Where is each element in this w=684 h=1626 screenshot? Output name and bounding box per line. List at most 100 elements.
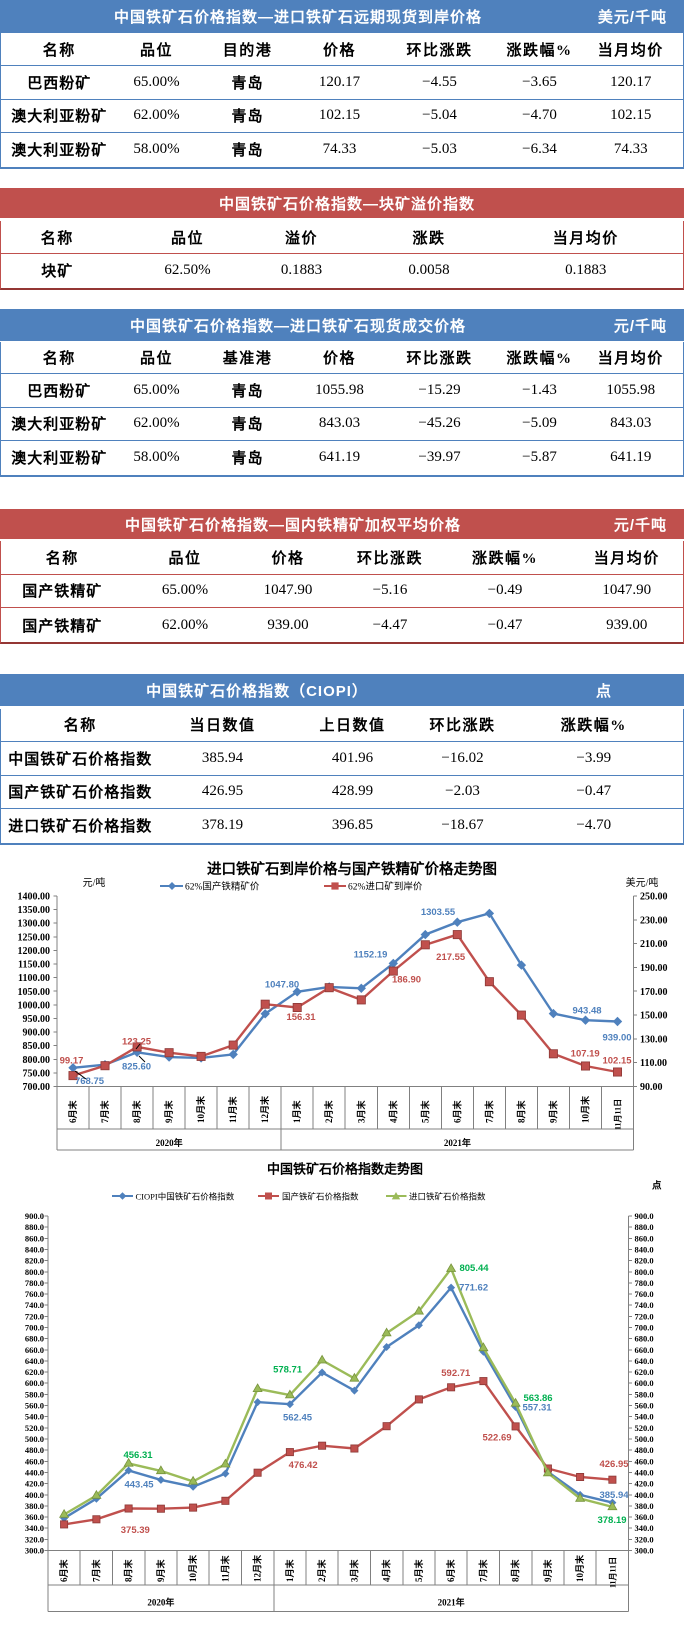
svg-text:700.0: 700.0 (635, 1323, 654, 1333)
svg-text:680.0: 680.0 (25, 1334, 44, 1344)
svg-text:1150.00: 1150.00 (18, 960, 50, 971)
svg-text:385.94: 385.94 (599, 1490, 629, 1501)
svg-text:320.0: 320.0 (25, 1534, 44, 1544)
svg-text:156.31: 156.31 (286, 1012, 316, 1023)
svg-text:9月末: 9月末 (155, 1559, 166, 1583)
svg-text:1050.00: 1050.00 (18, 987, 51, 998)
svg-text:360.0: 360.0 (25, 1512, 44, 1522)
svg-text:800.0: 800.0 (25, 1267, 44, 1277)
svg-text:500.0: 500.0 (25, 1434, 44, 1444)
svg-text:190.00: 190.00 (640, 963, 668, 974)
svg-text:820.0: 820.0 (25, 1256, 44, 1266)
svg-text:2021年: 2021年 (438, 1597, 465, 1608)
svg-text:620.0: 620.0 (635, 1367, 654, 1377)
svg-text:443.45: 443.45 (124, 1480, 154, 1491)
svg-text:800.00: 800.00 (23, 1055, 51, 1066)
svg-text:400.0: 400.0 (635, 1490, 654, 1500)
svg-text:580.0: 580.0 (635, 1389, 654, 1399)
svg-text:3月末: 3月末 (355, 1100, 366, 1124)
svg-text:640.0: 640.0 (635, 1356, 654, 1366)
svg-text:460.0: 460.0 (635, 1456, 654, 1466)
svg-text:123.25: 123.25 (122, 1036, 152, 1047)
svg-text:2月末: 2月末 (323, 1100, 334, 1124)
svg-text:640.0: 640.0 (25, 1356, 44, 1366)
svg-text:500.0: 500.0 (635, 1434, 654, 1444)
svg-text:460.0: 460.0 (25, 1456, 44, 1466)
svg-text:217.55: 217.55 (436, 952, 466, 963)
svg-text:378.19: 378.19 (597, 1515, 626, 1526)
svg-text:880.0: 880.0 (635, 1222, 654, 1232)
svg-text:10月末: 10月末 (187, 1554, 198, 1582)
svg-text:12月末: 12月末 (259, 1095, 270, 1123)
svg-text:760.0: 760.0 (635, 1289, 654, 1299)
svg-text:476.42: 476.42 (289, 1460, 318, 1471)
svg-text:620.0: 620.0 (25, 1367, 44, 1377)
svg-text:10月末: 10月末 (580, 1095, 591, 1123)
svg-text:900.0: 900.0 (635, 1211, 654, 1221)
svg-text:340.0: 340.0 (635, 1523, 654, 1533)
svg-text:300.0: 300.0 (635, 1546, 654, 1556)
svg-text:560.0: 560.0 (25, 1401, 44, 1411)
svg-text:2月末: 2月末 (316, 1559, 327, 1583)
svg-text:1152.19: 1152.19 (354, 950, 388, 961)
svg-text:1月末: 1月末 (284, 1559, 295, 1583)
svg-text:99.17: 99.17 (60, 1056, 84, 1067)
svg-text:520.0: 520.0 (635, 1423, 654, 1433)
svg-text:110.00: 110.00 (640, 1058, 667, 1069)
svg-text:8月末: 8月末 (131, 1100, 142, 1124)
svg-text:8月末: 8月末 (515, 1100, 526, 1124)
svg-text:CIOPI中国铁矿石价格指数: CIOPI中国铁矿石价格指数 (136, 1192, 235, 1202)
svg-text:375.39: 375.39 (121, 1525, 150, 1536)
svg-text:186.90: 186.90 (392, 975, 421, 986)
svg-text:557.31: 557.31 (522, 1403, 552, 1414)
svg-text:480.0: 480.0 (635, 1445, 654, 1455)
svg-text:5月末: 5月末 (413, 1559, 424, 1583)
svg-text:840.0: 840.0 (25, 1245, 44, 1255)
svg-text:520.0: 520.0 (25, 1423, 44, 1433)
svg-text:440.0: 440.0 (635, 1468, 654, 1478)
svg-text:380.0: 380.0 (635, 1501, 654, 1511)
svg-text:540.0: 540.0 (25, 1412, 44, 1422)
svg-text:250.00: 250.00 (640, 892, 668, 903)
svg-text:440.0: 440.0 (25, 1468, 44, 1478)
svg-text:720.0: 720.0 (25, 1311, 44, 1321)
svg-text:62%国产铁精矿价: 62%国产铁精矿价 (185, 881, 260, 893)
svg-text:1350.00: 1350.00 (18, 905, 51, 916)
svg-text:8月末: 8月末 (123, 1559, 134, 1583)
svg-text:元/吨: 元/吨 (83, 876, 106, 889)
svg-text:660.0: 660.0 (25, 1345, 44, 1355)
svg-text:562.45: 562.45 (283, 1413, 313, 1424)
svg-text:426.95: 426.95 (599, 1459, 629, 1470)
svg-text:11月末: 11月末 (219, 1554, 230, 1582)
svg-text:90.00: 90.00 (640, 1082, 663, 1093)
svg-text:3月末: 3月末 (348, 1559, 359, 1583)
svg-text:320.0: 320.0 (635, 1534, 654, 1544)
svg-text:210.00: 210.00 (640, 939, 668, 950)
svg-text:9月末: 9月末 (542, 1559, 553, 1583)
svg-text:750.00: 750.00 (23, 1068, 51, 1079)
svg-text:10月末: 10月末 (195, 1095, 206, 1123)
svg-text:1月末: 1月末 (291, 1100, 302, 1124)
svg-text:1300.00: 1300.00 (18, 919, 51, 930)
svg-text:2020年: 2020年 (147, 1597, 174, 1608)
svg-text:9月末: 9月末 (163, 1100, 174, 1124)
svg-text:6月末: 6月末 (451, 1100, 462, 1124)
svg-text:7月末: 7月末 (90, 1559, 101, 1583)
svg-text:美元/吨: 美元/吨 (626, 876, 659, 889)
svg-text:国产铁矿石价格指数: 国产铁矿石价格指数 (282, 1192, 359, 1202)
svg-text:840.0: 840.0 (635, 1245, 654, 1255)
svg-text:11月11日: 11月11日 (614, 1099, 623, 1130)
svg-text:850.00: 850.00 (23, 1041, 51, 1052)
svg-text:107.19: 107.19 (571, 1048, 600, 1059)
svg-text:300.0: 300.0 (25, 1546, 44, 1556)
svg-text:900.0: 900.0 (25, 1211, 44, 1221)
svg-text:580.0: 580.0 (25, 1389, 44, 1399)
svg-text:943.48: 943.48 (572, 1006, 601, 1017)
svg-text:150.00: 150.00 (640, 1011, 668, 1022)
svg-text:768.75: 768.75 (75, 1076, 105, 1087)
svg-text:480.0: 480.0 (25, 1445, 44, 1455)
svg-text:7月末: 7月末 (483, 1100, 494, 1124)
svg-text:771.62: 771.62 (459, 1282, 488, 1293)
svg-text:6月末: 6月末 (58, 1559, 69, 1583)
svg-text:825.60: 825.60 (122, 1062, 151, 1073)
